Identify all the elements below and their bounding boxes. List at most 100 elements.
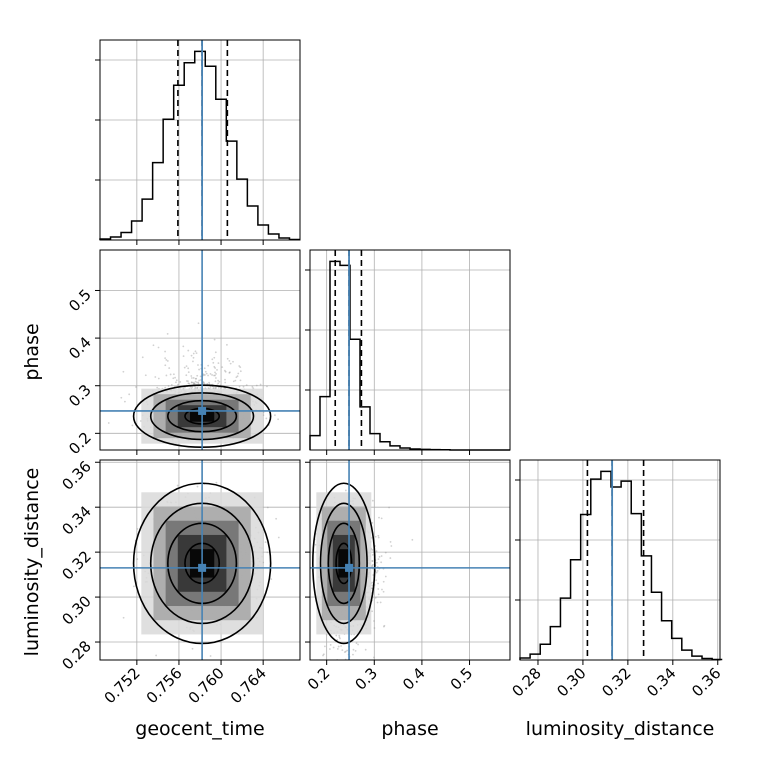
sample-point xyxy=(371,521,374,524)
sample-point xyxy=(213,365,216,368)
sample-point xyxy=(183,366,186,369)
histogram-step xyxy=(309,260,510,451)
sample-point xyxy=(342,698,344,700)
sample-point xyxy=(214,377,217,379)
sample-point xyxy=(207,364,210,367)
sample-point xyxy=(226,343,228,346)
sample-point xyxy=(371,584,374,587)
sample-point xyxy=(242,385,245,388)
sample-point xyxy=(164,357,167,360)
sample-point xyxy=(342,686,344,688)
x-tick-label: 0.36 xyxy=(688,664,724,700)
sample-point xyxy=(157,377,160,380)
panel-frame xyxy=(519,459,721,661)
sample-point xyxy=(373,620,375,622)
sample-point xyxy=(378,516,380,519)
sample-point xyxy=(358,664,360,666)
sample-point xyxy=(234,379,237,382)
x-tick-label: 0.3 xyxy=(352,664,382,694)
sample-point xyxy=(136,528,139,530)
sample-point xyxy=(194,380,197,383)
sample-point xyxy=(195,381,198,384)
sample-point xyxy=(374,596,377,599)
sample-point xyxy=(236,375,239,378)
sample-point xyxy=(215,481,218,484)
sample-point xyxy=(213,374,215,377)
sample-point xyxy=(266,506,269,509)
sample-point xyxy=(191,647,194,650)
sample-point xyxy=(166,360,169,362)
sample-point xyxy=(195,352,198,355)
x-tick-label: 0.34 xyxy=(643,664,679,700)
sample-point xyxy=(215,372,217,375)
sample-point xyxy=(323,645,326,648)
sample-point xyxy=(217,386,220,389)
hist-panel-luminosity-distance xyxy=(515,459,723,661)
sample-point xyxy=(238,365,241,367)
sample-point xyxy=(238,385,241,388)
sample-point xyxy=(379,601,382,604)
sample-point xyxy=(195,377,198,380)
sample-point xyxy=(371,559,374,562)
truth-marker xyxy=(345,563,354,572)
x-tick-label: 0.32 xyxy=(598,664,634,700)
panel-frame xyxy=(99,249,301,451)
sample-point xyxy=(203,382,206,385)
histogram-step xyxy=(99,50,300,241)
sample-point xyxy=(382,580,385,583)
sample-point xyxy=(206,382,209,385)
sample-point xyxy=(164,350,166,353)
sample-point xyxy=(154,376,157,378)
sample-point xyxy=(188,382,191,385)
sample-point xyxy=(277,536,280,539)
panel-content xyxy=(100,250,300,450)
sample-point xyxy=(190,354,193,357)
sample-point xyxy=(340,683,342,685)
sample-point xyxy=(199,375,202,378)
sample-point xyxy=(314,543,317,546)
sample-point xyxy=(336,638,339,641)
sample-point xyxy=(131,424,134,427)
panel-frame xyxy=(99,459,301,661)
sample-point xyxy=(380,561,383,564)
sample-point xyxy=(351,668,353,670)
sample-point xyxy=(190,381,193,384)
sample-point xyxy=(170,384,173,386)
y-tick-label: 0.30 xyxy=(58,592,94,628)
sample-point xyxy=(374,535,377,538)
sample-point xyxy=(375,579,378,582)
sample-point xyxy=(376,570,379,572)
sample-point xyxy=(192,377,195,379)
y-tick-label: 0.3 xyxy=(65,381,95,411)
sample-point xyxy=(371,564,374,567)
sample-point xyxy=(198,368,200,371)
sample-point xyxy=(329,648,331,650)
sample-point xyxy=(373,627,376,629)
sample-point xyxy=(330,704,332,706)
x-tick-label: 0.2 xyxy=(304,664,334,694)
sample-point xyxy=(212,361,215,364)
sample-point xyxy=(375,550,378,553)
sample-point xyxy=(213,338,216,341)
sample-point xyxy=(371,554,374,556)
sample-point xyxy=(182,345,185,348)
y-tick-label: 0.2 xyxy=(65,428,95,458)
sample-point xyxy=(192,381,195,384)
sample-point xyxy=(215,387,218,389)
x-axis-label-luminosity-distance: luminosity_distance xyxy=(526,718,715,740)
sample-point xyxy=(193,382,196,385)
sample-point xyxy=(339,637,341,640)
sample-point xyxy=(212,387,215,389)
sample-point xyxy=(197,322,200,325)
sample-point xyxy=(355,642,358,645)
sample-point xyxy=(384,575,387,578)
sample-point xyxy=(357,643,360,646)
sample-point xyxy=(228,371,231,374)
sample-point xyxy=(372,563,374,566)
sample-point xyxy=(377,558,380,561)
sample-point xyxy=(165,359,168,361)
y-tick-label: 0.5 xyxy=(65,286,95,316)
sample-point xyxy=(175,381,177,384)
sample-point xyxy=(228,360,231,362)
sample-point xyxy=(275,517,278,520)
